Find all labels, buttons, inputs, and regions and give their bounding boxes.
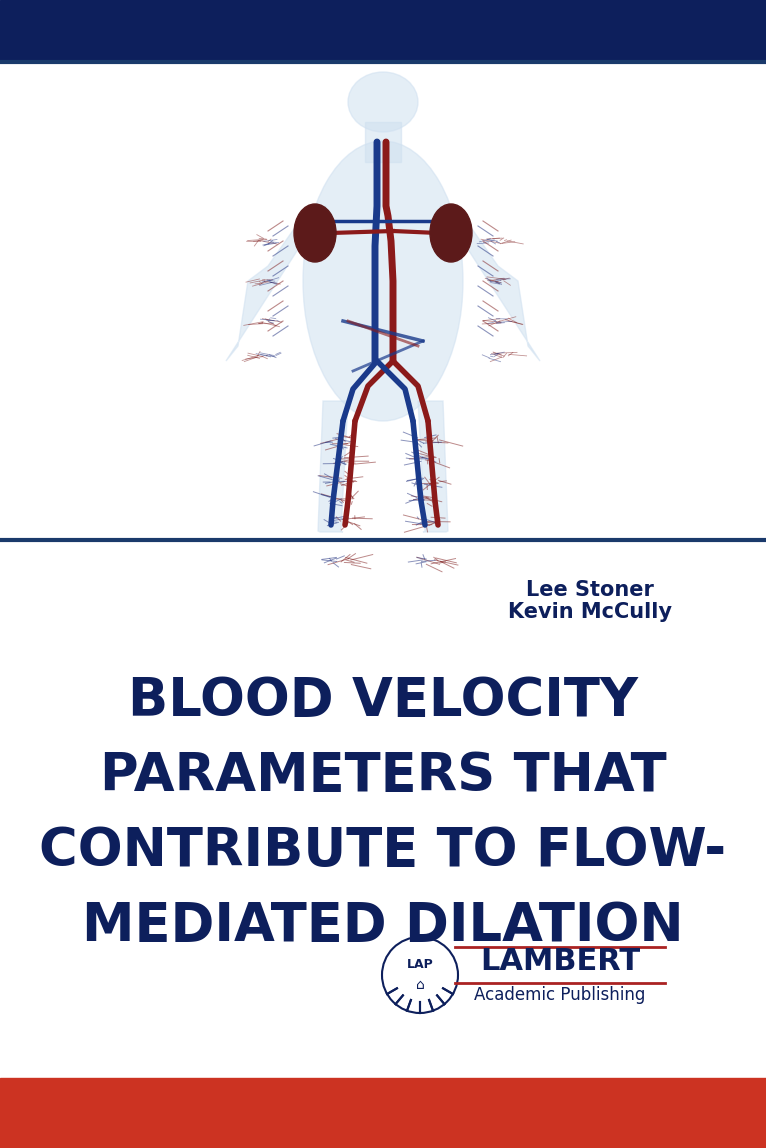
Text: LAP: LAP bbox=[407, 959, 434, 971]
Text: PARAMETERS THAT: PARAMETERS THAT bbox=[100, 750, 666, 802]
Polygon shape bbox=[226, 205, 326, 360]
Text: BLOOD VELOCITY: BLOOD VELOCITY bbox=[128, 675, 638, 727]
Text: Lee Stoner: Lee Stoner bbox=[526, 580, 654, 600]
Ellipse shape bbox=[294, 204, 336, 262]
Text: LAMBERT: LAMBERT bbox=[480, 946, 640, 976]
Text: ⌂: ⌂ bbox=[416, 978, 424, 992]
Ellipse shape bbox=[348, 72, 418, 132]
Bar bbox=[0, 62, 766, 1078]
Ellipse shape bbox=[303, 141, 463, 421]
Text: CONTRIBUTE TO FLOW-: CONTRIBUTE TO FLOW- bbox=[39, 825, 727, 877]
Bar bbox=[0, 0, 766, 62]
Bar bbox=[0, 62, 766, 540]
Bar bbox=[0, 1078, 766, 1148]
Polygon shape bbox=[318, 401, 348, 532]
Text: Academic Publishing: Academic Publishing bbox=[474, 986, 646, 1004]
Text: Kevin McCully: Kevin McCully bbox=[508, 602, 672, 622]
Bar bbox=[365, 122, 401, 162]
Ellipse shape bbox=[430, 204, 472, 262]
Text: MEDIATED DILATION: MEDIATED DILATION bbox=[82, 900, 684, 952]
Polygon shape bbox=[440, 205, 540, 360]
Polygon shape bbox=[418, 401, 448, 532]
